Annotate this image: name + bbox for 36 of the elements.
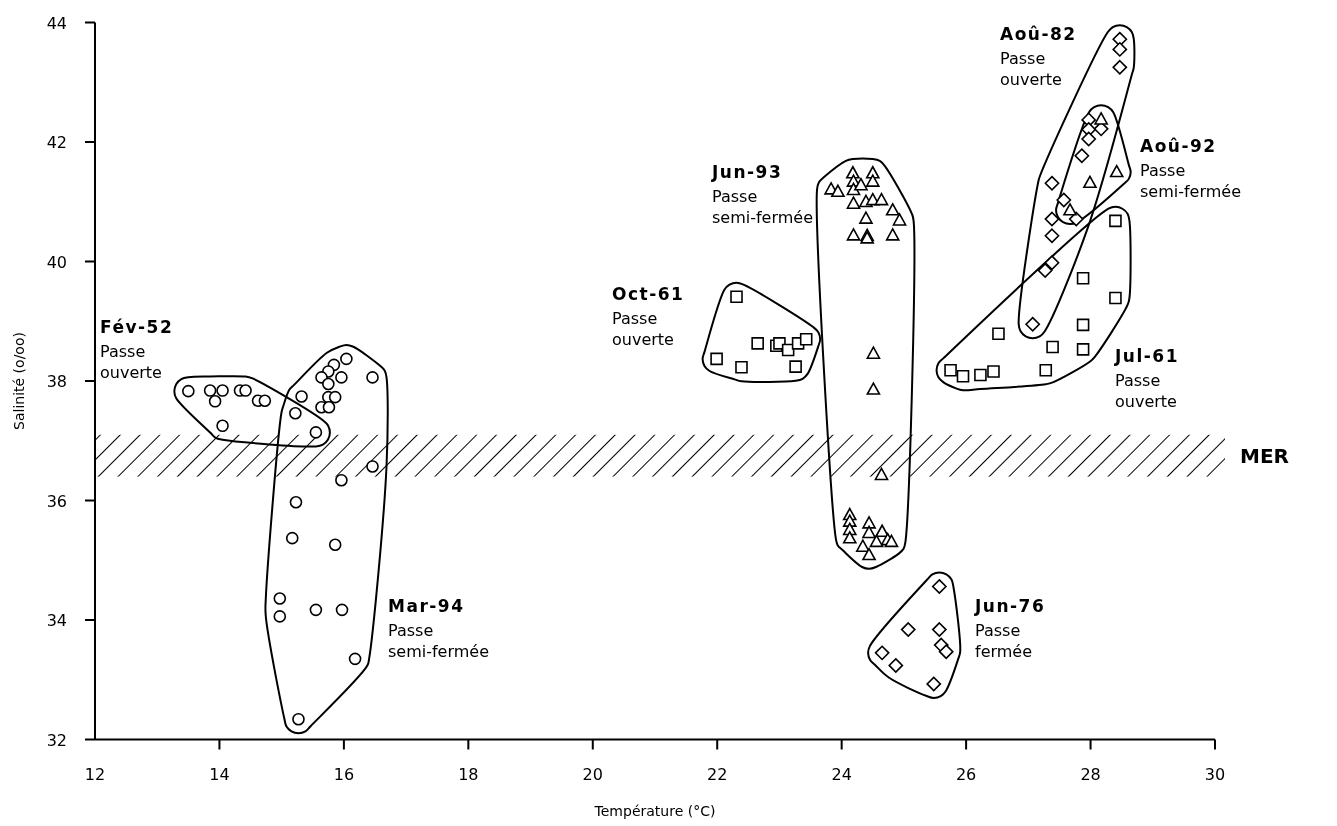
series-label: Jun-76 <box>974 596 1046 616</box>
series-label: Jul-61 <box>1114 346 1179 366</box>
text: Aoû-82 <box>1000 24 1077 44</box>
text: Fév-52 <box>100 317 174 337</box>
series-label: Aoû-92 <box>1140 136 1217 156</box>
y-tick-label: 36 <box>46 491 67 511</box>
x-tick-label: 28 <box>1080 764 1101 784</box>
x-tick-label: 16 <box>333 764 355 784</box>
y-axis-title: Salinité (o/oo) <box>11 332 27 430</box>
annotation: Passe semi-fermée <box>388 621 490 661</box>
x-tick-label: 22 <box>707 764 728 784</box>
y-tick-label: 34 <box>46 611 67 630</box>
text: Oct-61 <box>612 284 685 304</box>
text: Jun-93 <box>711 162 783 182</box>
annotation: Passe ouverte <box>612 309 674 349</box>
y-tick-label: 42 <box>46 133 67 152</box>
annotation: Passe ouverte <box>100 342 162 382</box>
x-tick-label: 20 <box>582 764 603 784</box>
annotation: Passe ouverte <box>1000 49 1062 89</box>
annotation: Passe fermée <box>975 621 1033 661</box>
annotation: Passe semi-fermée <box>712 187 814 227</box>
y-tick-label: 44 <box>46 13 67 33</box>
y-tick-label: 40 <box>46 252 67 272</box>
x-tick-label: 24 <box>831 764 852 784</box>
x-tick-label: 18 <box>458 764 479 784</box>
text: Mar-94 <box>388 596 465 616</box>
annotation: Passe semi-fermée <box>1140 161 1242 201</box>
annotation: Passe ouverte <box>1115 371 1177 411</box>
x-tick-label: 12 <box>84 764 106 784</box>
x-tick-label: 30 <box>1204 764 1226 784</box>
y-tick-label: 38 <box>46 372 67 391</box>
y-tick-label: 32 <box>46 730 67 750</box>
x-axis-title: Température (°C) <box>593 803 716 819</box>
x-tick-label: 26 <box>955 764 977 784</box>
x-tick-label: 14 <box>209 764 230 784</box>
band-label: MER <box>1240 443 1289 468</box>
